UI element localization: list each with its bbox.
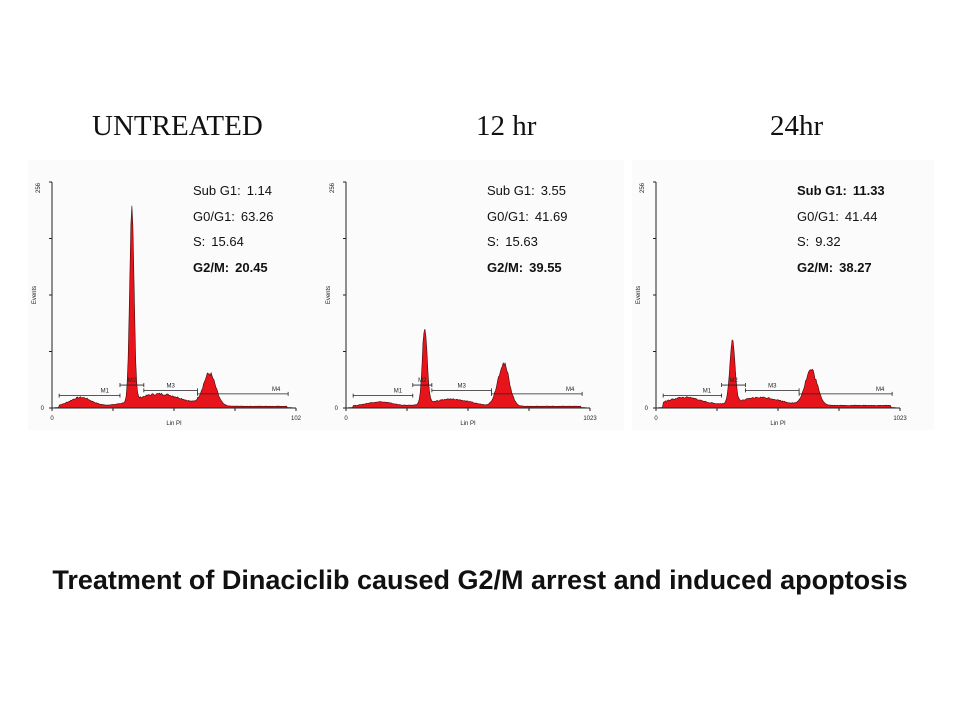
stat-row: Sub G1: 1.14 [193,178,273,204]
histogram-panel-untreated: 0 256 0 102 Lin PI Events M1 M2 M3 M4 Sub G1: 1.14… [28,160,330,430]
slide-caption: Treatment of Dinaciclib caused G2/M arre… [52,565,908,595]
stat-row: Sub G1: 11.33 [797,178,885,204]
marker-label-m1: M1 [703,389,712,395]
stat-label: Sub G1: [797,183,847,198]
stat-value: 11.33 [852,183,885,198]
stat-label: G0/G1: [487,208,529,224]
y-tick-label: 0 [645,406,649,412]
marker-label-m1: M1 [394,389,403,395]
stats-block: Sub G1: 11.33 G0/G1: 41.44 S: 9.32 G2/M: 38.27 [797,178,885,280]
stat-label: S: [193,234,206,249]
y-axis-label: Events [636,286,642,304]
x-axis-label: Lin PI [460,421,476,427]
histogram-svg: 0 256 0 1023 Lin PI Events M1 M2 M3 M4 [326,181,597,427]
stats-block: Sub G1: 1.14 G0/G1: 63.26 S: 15.64 G2/M: 20.45 [193,178,273,280]
stat-row: G2/M: 38.27 [797,255,885,281]
stat-value: 41.69 [534,208,568,224]
histogram-area [655,339,901,409]
x-tick-label: 0 [654,416,658,422]
stat-label: Sub G1: [487,183,535,198]
marker-label-m3: M3 [458,383,467,389]
x-tick-label: 1023 [893,416,907,422]
histogram-panel-24hr: 0 256 0 1023 Lin PI Events M1 M2 M3 M4 Sub G1: 11.… [632,160,934,430]
stat-value: 15.64 [211,234,244,249]
stat-row: G2/M: 39.55 [487,255,567,281]
marker-label-m2: M2 [729,378,738,384]
histogram-panel-12hr: 0 256 0 1023 Lin PI Events M1 M2 M3 M4 Sub G1: 3.5… [322,160,624,430]
x-tick-label: 1023 [583,416,597,422]
stat-value: 39.55 [529,259,562,275]
stat-label: G2/M: [487,259,524,275]
stats-block: Sub G1: 3.55 G0/G1: 41.69 S: 15.63 G2/M: 39.55 [487,178,567,280]
y-tick-label: 256 [330,182,336,193]
stat-value: 41.44 [844,208,878,224]
stat-value: 1.14 [246,183,273,198]
marker-label-m2: M2 [418,378,427,384]
x-axis-label: Lin PI [770,421,786,427]
marker-label-m4: M4 [876,387,885,393]
y-tick-label: 256 [36,182,42,193]
stat-label: G2/M: [797,259,834,275]
marker-label-m3: M3 [768,383,777,389]
stat-label: S: [797,234,810,249]
marker-label-m3: M3 [166,383,175,389]
stat-row: S: 15.63 [487,229,567,255]
stat-row: S: 9.32 [797,229,885,255]
x-tick-label: 102 [291,416,302,422]
y-tick-label: 0 [335,406,339,412]
stat-value: 20.45 [235,259,268,275]
stat-label: G2/M: [193,259,230,275]
x-tick-label: 0 [344,416,348,422]
histogram-area [51,205,297,409]
panel-title-24hr: 24hr [770,110,824,142]
y-tick-label: 0 [41,406,45,412]
y-axis-label: Events [326,286,332,304]
stat-row: S: 15.64 [193,229,273,255]
y-axis-label: Events [32,286,38,304]
stat-row: G2/M: 20.45 [193,255,273,281]
stat-value: 15.63 [505,234,538,249]
stat-label: G0/G1: [797,208,839,224]
histogram-area [345,329,591,409]
stat-value: 9.32 [815,234,841,249]
stat-row: G0/G1: 63.26 [193,204,273,230]
stat-row: G0/G1: 41.44 [797,204,885,230]
stat-label: S: [487,234,500,249]
stat-row: Sub G1: 3.55 [487,178,567,204]
x-tick-label: 0 [50,416,54,422]
histogram-svg: 0 256 0 102 Lin PI Events M1 M2 M3 M4 [32,181,302,427]
histogram-svg: 0 256 0 1023 Lin PI Events M1 M2 M3 M4 [636,181,907,427]
panel-title-untreated: UNTREATED [92,110,263,142]
marker-label-m4: M4 [272,387,281,393]
stat-value: 3.55 [540,183,567,198]
x-axis-label: Lin PI [166,421,182,427]
stat-label: G0/G1: [193,208,235,224]
stat-value: 63.26 [240,208,274,224]
stat-label: Sub G1: [193,183,241,198]
panel-title-12hr: 12 hr [476,110,537,142]
marker-label-m1: M1 [101,389,110,395]
stat-row: G0/G1: 41.69 [487,204,567,230]
stat-value: 38.27 [839,259,872,275]
marker-label-m4: M4 [566,387,575,393]
y-tick-label: 256 [640,182,646,193]
marker-label-m2: M2 [128,378,137,384]
